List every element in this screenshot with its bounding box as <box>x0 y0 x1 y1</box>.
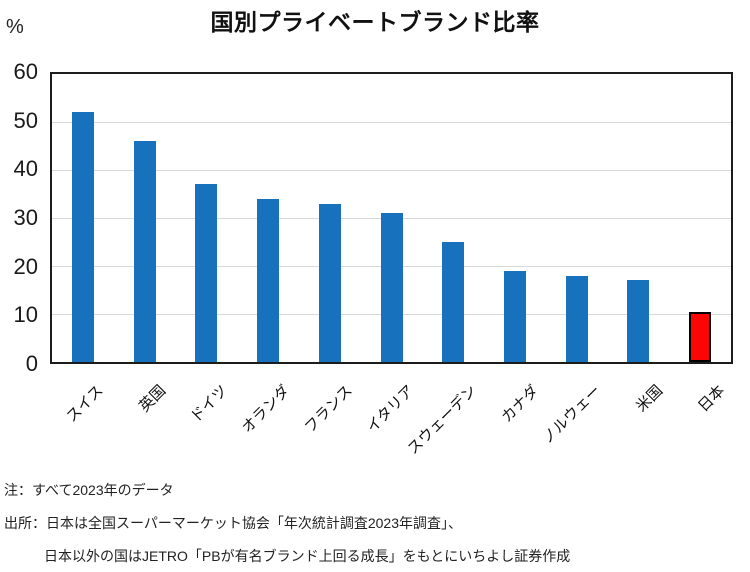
bar <box>318 203 341 362</box>
chart-title: 国別プライベートブランド比率 <box>210 9 540 35</box>
bar <box>380 213 403 362</box>
bar-slot <box>484 270 546 362</box>
bar <box>257 198 280 362</box>
bar-slot <box>608 280 670 362</box>
bar-slot <box>175 184 237 362</box>
gridline <box>52 121 731 123</box>
note-line-2: 出所：日本は全国スーパーマーケット協会「年次統計調査2023年調査」、 <box>4 515 463 531</box>
x-axis-label: 英国 <box>136 382 170 416</box>
x-axis-label: スイス <box>63 382 108 426</box>
y-tick-label: 60 <box>13 59 38 84</box>
bar-slot <box>114 141 176 362</box>
bar-slot <box>299 203 361 362</box>
x-axis-label: ノルウェー <box>538 382 604 448</box>
plot-area <box>50 72 733 364</box>
bar-series <box>52 74 731 362</box>
x-axis-label: カナダ <box>497 382 542 426</box>
bar <box>71 112 94 362</box>
bar <box>689 311 712 362</box>
y-tick-label: 10 <box>13 302 38 328</box>
bar <box>442 242 465 362</box>
x-axis-label: イタリア <box>363 382 418 437</box>
bar-slot <box>52 112 114 362</box>
bar <box>195 184 218 362</box>
y-tick-label: 0 <box>25 351 38 376</box>
y-tick-label: 50 <box>13 107 38 133</box>
bar-slot <box>237 198 299 362</box>
bar <box>504 270 526 362</box>
gridline <box>52 169 731 171</box>
y-axis-unit-label: % <box>6 16 24 38</box>
y-tick-label: 20 <box>13 253 38 279</box>
bar <box>627 280 650 362</box>
bar <box>565 275 588 362</box>
x-axis-label: オランダ <box>239 382 294 437</box>
note-line-3: 日本以外の国はJETRO「PBが有名ブランド上回る成長」をもとにいちよし証券作成 <box>44 548 571 564</box>
x-axis-label: ドイツ <box>187 382 232 426</box>
x-axis-label: 米国 <box>632 382 667 416</box>
bar-slot <box>669 311 731 362</box>
bar <box>133 141 156 362</box>
note-line-1: 注：すべて2023年のデータ <box>4 482 174 498</box>
x-axis-label: フランス <box>301 382 356 437</box>
bar-slot <box>546 275 608 362</box>
y-tick-label: 30 <box>13 205 38 230</box>
bar-slot <box>361 213 423 362</box>
x-axis-label: 日本 <box>694 382 729 416</box>
bar-slot <box>422 242 484 362</box>
notes-block: 注：すべて2023年のデータ 出所：日本は全国スーパーマーケット協会「年次統計調… <box>4 474 750 572</box>
x-axis-labels: スイス 英国 ドイツ オランダ フランス イタリア スウェーデン カナダ ノルウェー 米国 日本 <box>50 364 733 474</box>
y-tick-label: 40 <box>13 156 38 182</box>
